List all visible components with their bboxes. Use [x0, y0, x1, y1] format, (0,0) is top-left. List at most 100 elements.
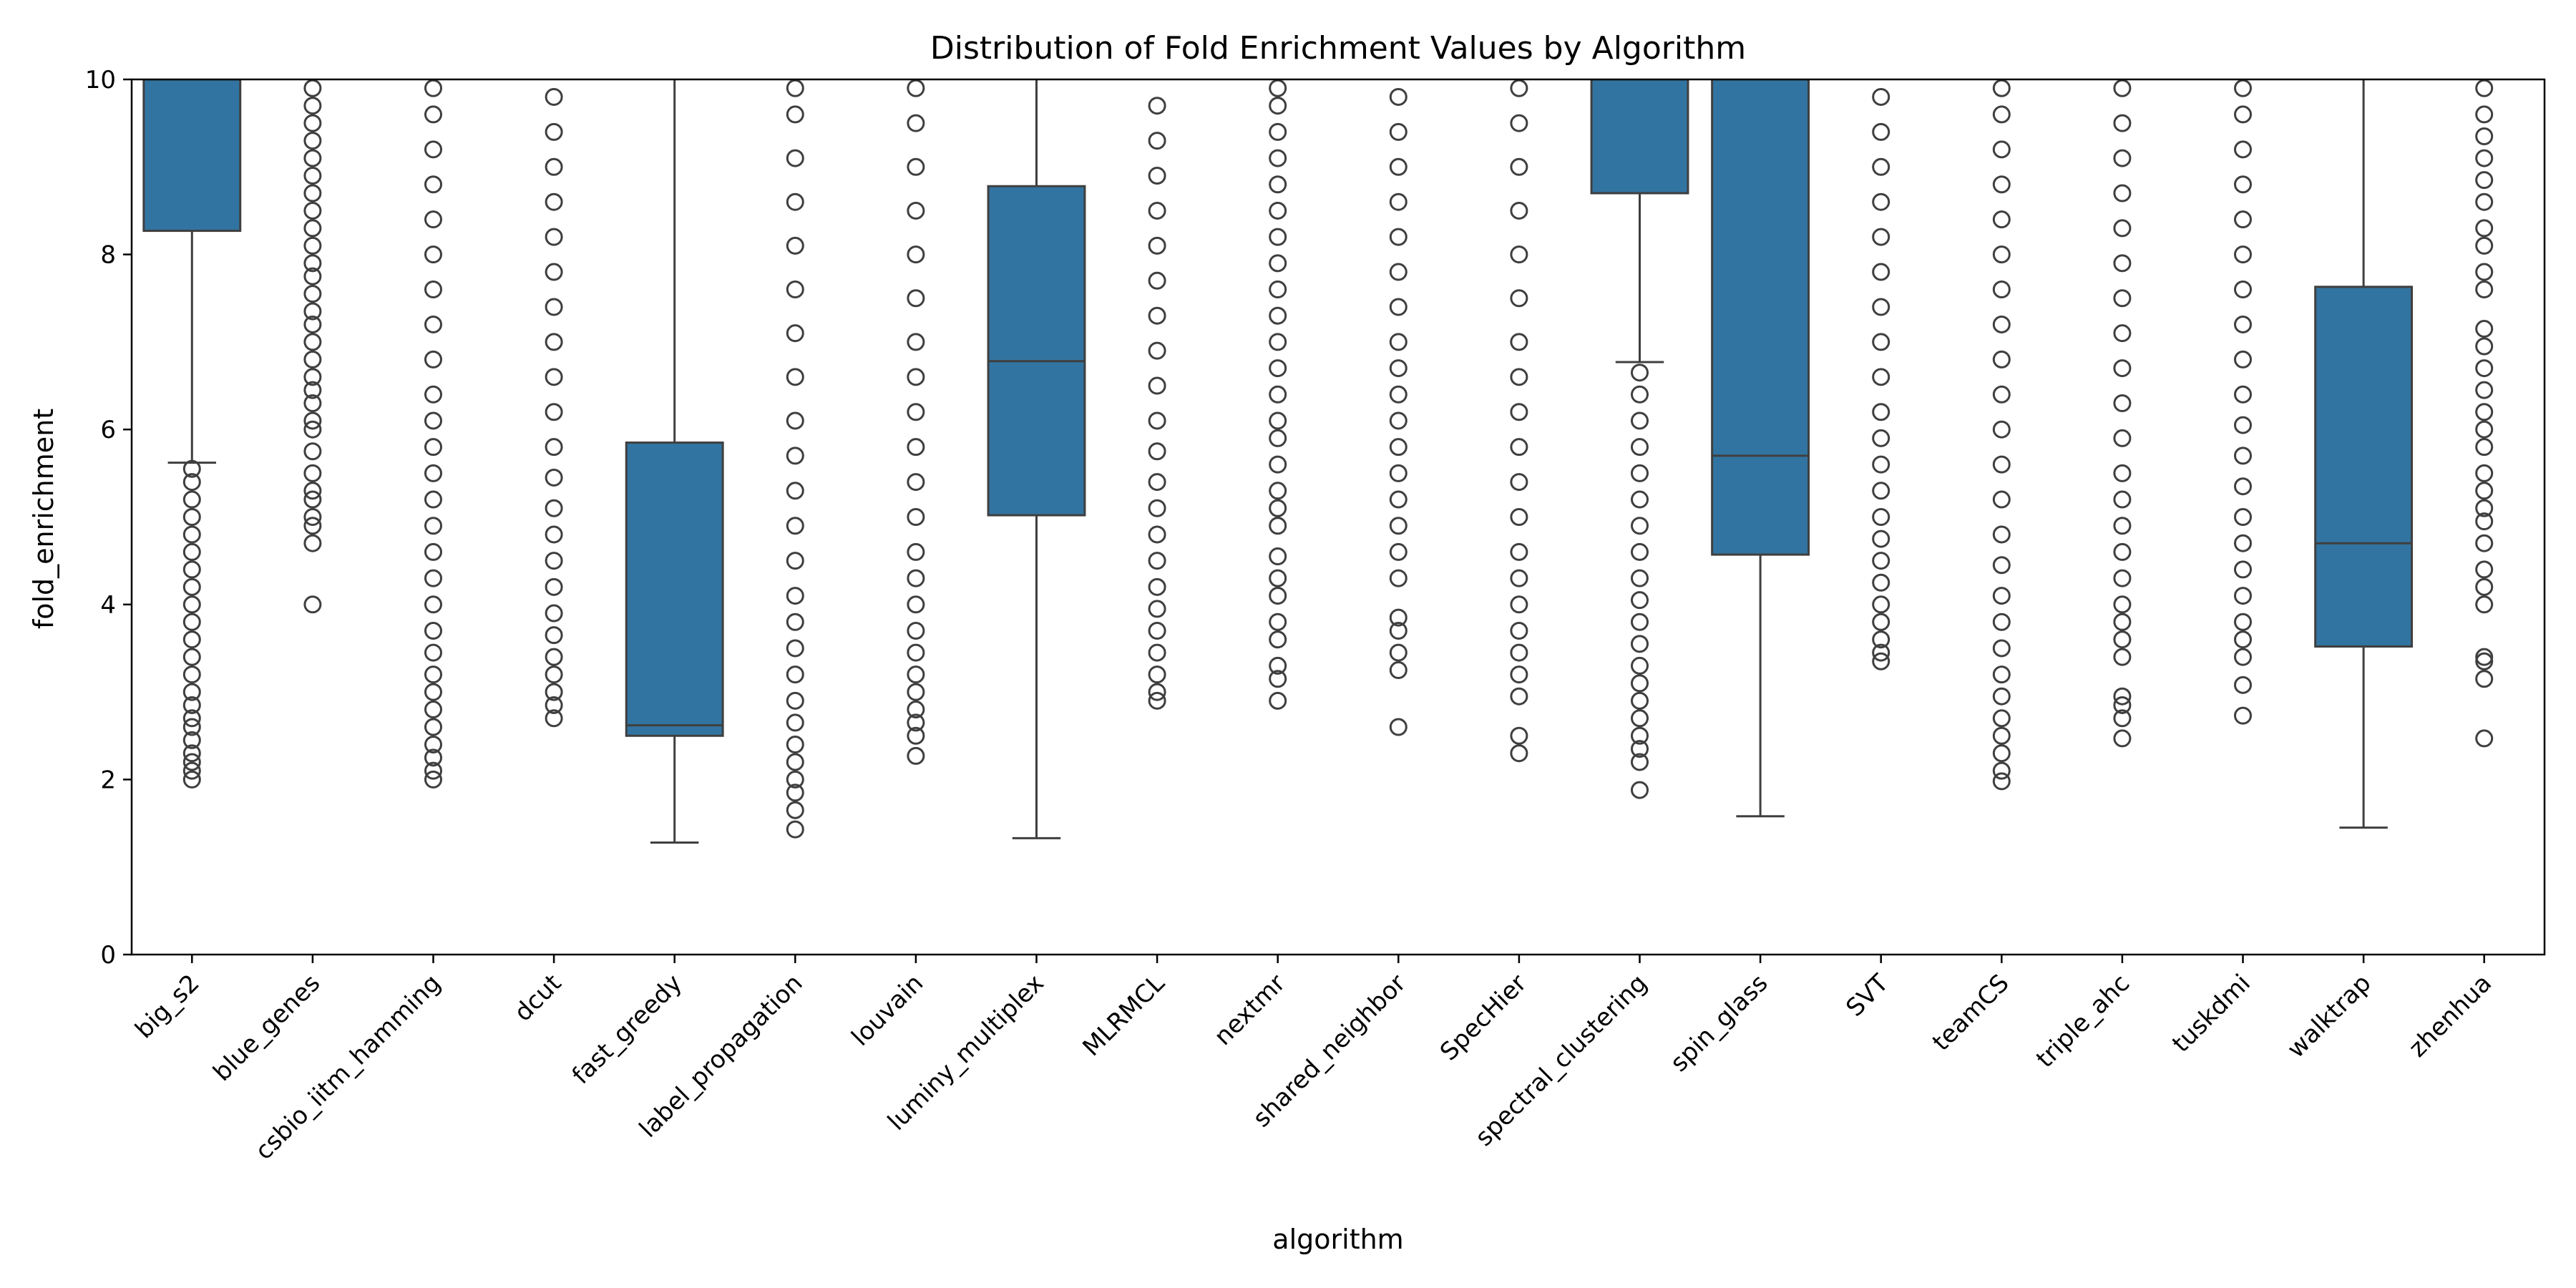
box-group [2475, 79, 2494, 748]
outlier-point [786, 613, 804, 631]
outlier-point [1992, 175, 2011, 194]
outlier-point [1510, 542, 1528, 561]
outlier-point [1389, 385, 1407, 404]
outlier-point [2113, 517, 2132, 535]
outlier-point [2475, 670, 2494, 688]
outlier-point [1269, 333, 1287, 351]
outlier-point [786, 735, 804, 753]
outlier-point [545, 626, 563, 645]
outlier-point [1872, 643, 1890, 662]
outlier-point [1148, 236, 1166, 255]
outlier-point [424, 245, 442, 264]
outlier-point [303, 236, 322, 255]
outlier-point [2113, 254, 2132, 273]
outlier-point [1389, 490, 1407, 509]
outlier-point [1872, 368, 1890, 386]
outlier-point [2234, 508, 2252, 526]
outlier-point [1510, 643, 1528, 662]
outlier-point [1992, 385, 2011, 404]
outlier-point [1631, 709, 1649, 728]
outlier-point [545, 263, 563, 281]
outlier-point [2234, 416, 2252, 434]
outlier-point [1148, 411, 1166, 430]
outlier-point [2475, 219, 2494, 238]
outlier-point [907, 289, 925, 308]
outlier-point [1992, 315, 2011, 333]
outlier-point [1148, 665, 1166, 684]
outlier-point [1872, 630, 1890, 649]
outlier-point [2234, 175, 2252, 194]
outlier-point [786, 820, 804, 839]
outlier-point [1992, 525, 2011, 544]
outlier-point [1389, 333, 1407, 351]
outlier-point [1872, 333, 1890, 351]
outlier-point [2475, 280, 2494, 299]
outlier-point [1510, 473, 1528, 492]
box-group [142, 79, 242, 789]
outlier-point [2475, 192, 2494, 211]
outlier-point [303, 149, 322, 167]
outlier-point [303, 267, 322, 286]
outlier-point [1510, 368, 1528, 386]
outlier-point [424, 542, 442, 561]
outlier-point [786, 280, 804, 299]
box-iqr [1711, 79, 1810, 556]
outlier-point [182, 696, 201, 714]
outlier-point [1631, 542, 1649, 561]
outlier-point [2234, 280, 2252, 299]
outlier-point [1872, 228, 1890, 246]
outlier-point [1148, 643, 1166, 662]
outlier-point [2475, 482, 2494, 500]
outlier-point [1992, 744, 2011, 763]
outlier-point [545, 368, 563, 386]
outlier-point [1269, 254, 1287, 273]
outlier-point [907, 245, 925, 264]
box-group [1269, 79, 1287, 710]
outlier-point [1992, 761, 2011, 780]
outlier-point [1992, 772, 2011, 791]
outlier-point [907, 643, 925, 662]
outlier-point [1631, 613, 1649, 631]
outlier-point [545, 157, 563, 176]
outlier-point [2475, 359, 2494, 378]
outlier-point [1631, 635, 1649, 653]
outlier-point [2475, 464, 2494, 482]
outlier-point [2475, 499, 2494, 517]
outlier-point [182, 490, 201, 509]
outlier-point [1389, 621, 1407, 640]
outlier-point [1992, 350, 2011, 369]
outlier-point [786, 713, 804, 732]
outlier-point [1269, 306, 1287, 325]
outlier-point [424, 464, 442, 482]
plot-frame [130, 78, 2546, 956]
outlier-point [1992, 140, 2011, 159]
outlier-point [1872, 482, 1890, 500]
outlier-point [182, 577, 201, 596]
outlier-point [1872, 455, 1890, 474]
box-group [1872, 87, 1890, 670]
outlier-point [1148, 552, 1166, 570]
outlier-point [2475, 403, 2494, 421]
outlier-point [424, 701, 442, 719]
outlier-point [1389, 157, 1407, 176]
outlier-point [786, 192, 804, 211]
outlier-point [1510, 595, 1528, 614]
outlier-point [1992, 687, 2011, 706]
outlier-point [1631, 464, 1649, 482]
outlier-point [424, 569, 442, 587]
outlier-point [1992, 420, 2011, 439]
y-tick-label: 2 [100, 766, 116, 794]
outlier-point [907, 569, 925, 587]
outlier-point [2475, 337, 2494, 356]
outlier-point [786, 447, 804, 465]
outlier-point [1631, 438, 1649, 457]
outlier-point [424, 385, 442, 404]
outlier-point [545, 665, 563, 684]
outlier-point [1631, 753, 1649, 771]
outlier-point [1148, 600, 1166, 618]
outlier-point [1269, 228, 1287, 246]
outlier-point [907, 746, 925, 765]
box-group [303, 79, 322, 614]
outlier-point [1510, 621, 1528, 640]
outlier-point [182, 665, 201, 684]
